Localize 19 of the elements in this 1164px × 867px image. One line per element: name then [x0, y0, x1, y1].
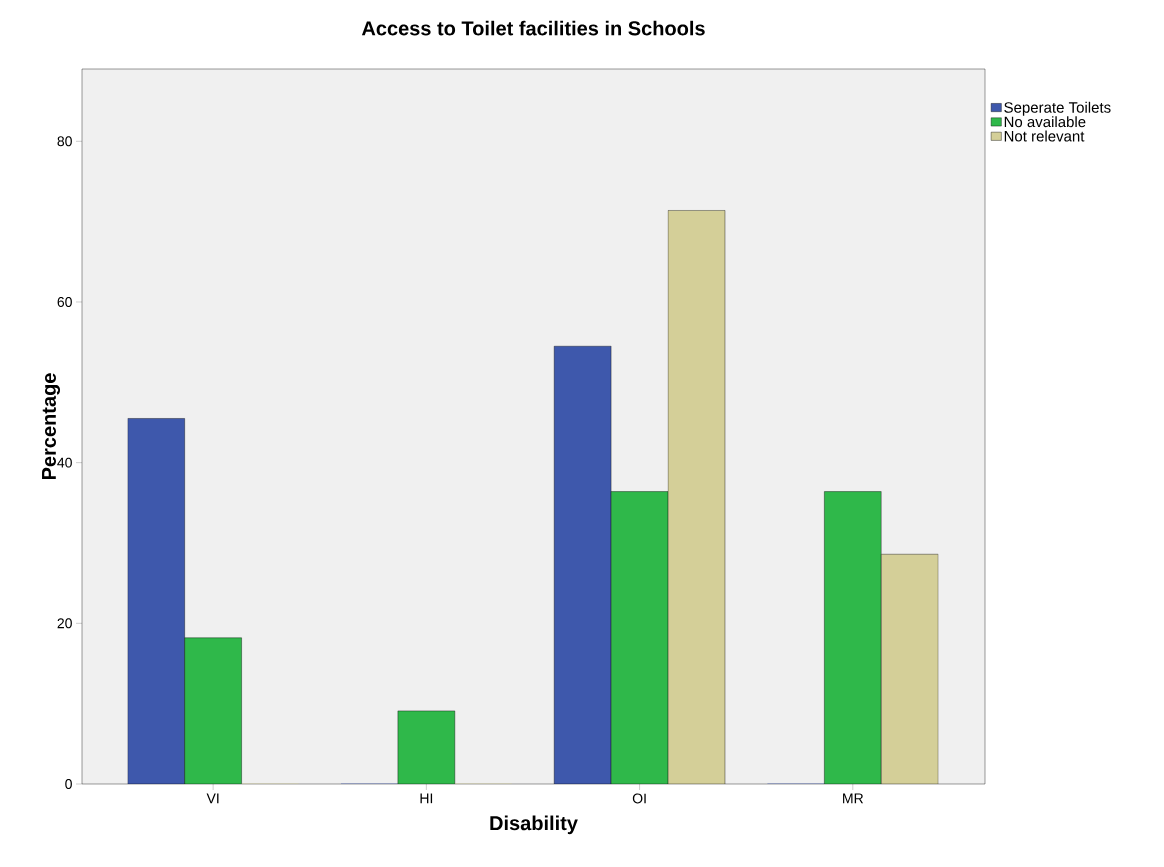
x-axis-title: Disability — [490, 815, 578, 835]
x-tick-label: MR — [843, 793, 864, 804]
bar — [824, 491, 882, 784]
legend-label: Not relevant — [1004, 130, 1085, 142]
x-tick-label: OI — [632, 793, 646, 804]
bar — [184, 637, 242, 784]
bar — [610, 491, 669, 784]
x-tick-label: VI — [206, 793, 219, 804]
y-tick-label: 60 — [57, 297, 72, 307]
chart-title: Access to Toilet facilities in Schools — [361, 20, 705, 36]
y-tick-label: 0 — [65, 779, 72, 789]
legend-label: No available — [1004, 116, 1086, 128]
bar — [127, 418, 185, 784]
y-tick-label: 80 — [57, 136, 72, 147]
bar — [397, 710, 456, 784]
legend-label: Seperate Toilets — [1004, 101, 1111, 116]
bar — [553, 345, 612, 784]
x-tick-label: HI — [420, 793, 433, 804]
y-tick-label: 20 — [57, 618, 72, 629]
